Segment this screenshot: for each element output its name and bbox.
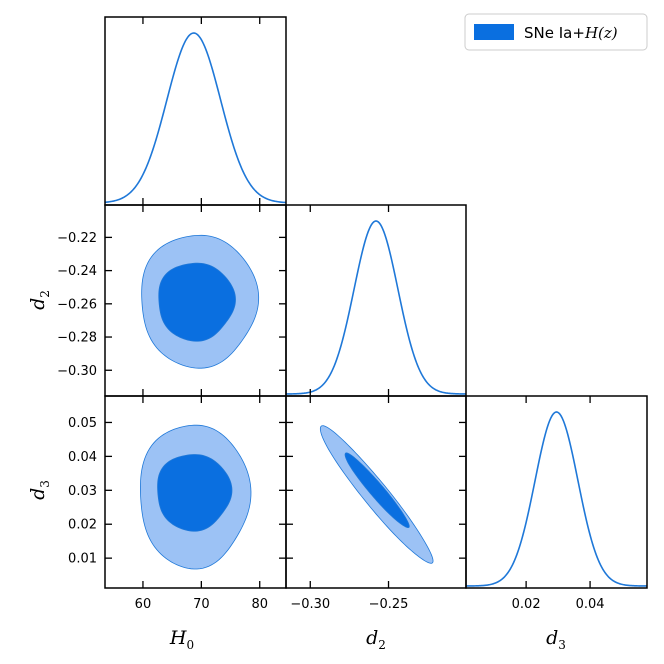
contour-68-d2-d3 — [344, 452, 410, 529]
x-axis-label-d2: d2 — [366, 627, 386, 652]
contour-68-H0-d3 — [157, 454, 233, 532]
x-tick-label-H0: 80 — [251, 597, 268, 612]
marginal-curve-d2 — [285, 220, 467, 395]
contour-68-H0-d2 — [158, 262, 236, 342]
tick-label-layer: 60 70 80 −0.30 −0.25 0.02 0.04 −0.30 −0.28 −0.26 −… — [57, 231, 604, 612]
y-tick-label-d3: 0.03 — [68, 484, 97, 499]
panel-frame-r0-c0 — [104, 16, 287, 206]
x-tick-label-H0: 60 — [135, 597, 152, 612]
x-axis-label-h0: H0 — [169, 627, 194, 652]
x-tick-label-d3: 0.02 — [512, 597, 541, 612]
y-tick-label-d2: −0.26 — [57, 297, 97, 312]
frame-layer — [104, 16, 648, 589]
contour-layer — [139, 234, 434, 570]
x-axis-label-d3: d3 — [546, 627, 566, 652]
y-tick-label-d3: 0.05 — [68, 416, 97, 431]
legend-label: SNe Ia+H(z) — [524, 24, 618, 42]
legend-frame — [464, 13, 648, 51]
y-axis-label-d3: d3 — [27, 480, 52, 500]
marginal-curve-d3 — [465, 411, 648, 587]
y-axis-label-d2: d2 — [27, 290, 52, 310]
y-tick-label-d3: 0.02 — [68, 518, 97, 533]
x-tick-label-d3: 0.04 — [576, 597, 605, 612]
curve-layer — [104, 32, 648, 587]
panel-frame-r1-c1 — [285, 204, 467, 397]
marginal-curve-H0 — [104, 32, 287, 204]
x-tick-label-d2: −0.30 — [290, 597, 330, 612]
y-tick-label-d2: −0.28 — [57, 331, 97, 346]
y-tick-label-d2: −0.24 — [57, 264, 97, 279]
tick-layer — [105, 17, 591, 588]
legend-swatch — [474, 24, 514, 40]
x-tick-label-d2: −0.25 — [369, 597, 409, 612]
x-tick-label-H0: 70 — [193, 597, 210, 612]
y-tick-label-d3: 0.04 — [68, 450, 97, 465]
y-tick-label-d3: 0.01 — [68, 552, 97, 567]
y-tick-label-d2: −0.30 — [57, 364, 97, 379]
panel-frame-r2-c2 — [465, 395, 648, 589]
y-tick-label-d2: −0.22 — [57, 231, 97, 246]
legend: SNe Ia+H(z) — [464, 13, 648, 51]
